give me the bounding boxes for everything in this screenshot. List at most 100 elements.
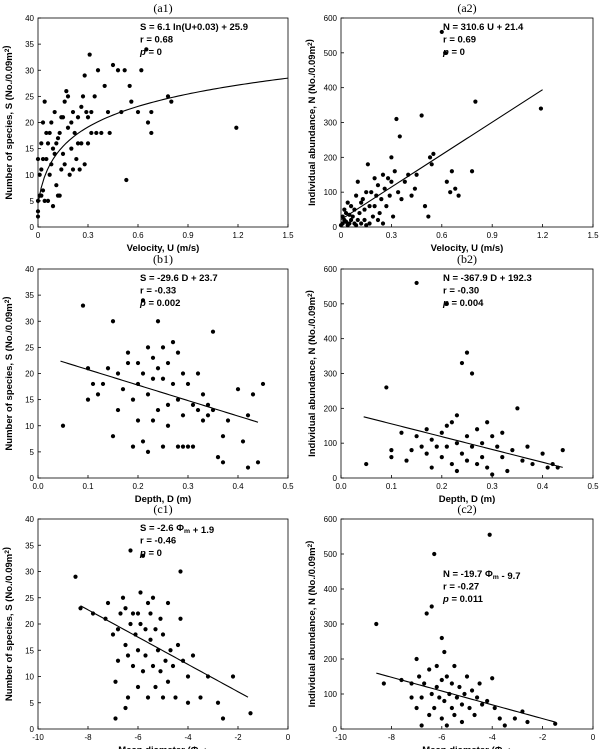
- data-point: [444, 423, 449, 428]
- data-point: [85, 397, 91, 402]
- data-point: [459, 719, 465, 725]
- y-axis-label: Individual abundance, N (No./0.09m2): [304, 39, 318, 206]
- data-point: [354, 193, 359, 198]
- data-point: [389, 455, 394, 460]
- data-point: [160, 695, 166, 700]
- y-tick-label: 0: [333, 725, 338, 734]
- p-value: p = 0.002: [139, 298, 180, 309]
- y-tick-label: 300: [324, 119, 338, 128]
- data-point: [540, 451, 545, 456]
- data-point: [444, 674, 449, 679]
- data-point: [449, 461, 454, 467]
- data-point: [144, 47, 149, 52]
- y-tick-label: 300: [324, 370, 338, 379]
- data-point: [85, 141, 91, 146]
- data-point: [553, 721, 558, 726]
- data-point: [449, 681, 454, 686]
- data-point: [429, 465, 434, 470]
- y-tick-label: 100: [324, 439, 338, 448]
- x-tick-label: 0.2: [132, 482, 144, 491]
- data-point: [422, 204, 428, 209]
- x-tick-label: 1.5: [587, 231, 599, 240]
- data-point: [372, 176, 377, 181]
- y-tick-label: 30: [25, 317, 34, 326]
- data-point: [185, 674, 191, 679]
- data-point: [139, 68, 144, 73]
- data-point: [155, 366, 161, 371]
- data-point: [123, 705, 128, 711]
- data-point: [409, 193, 414, 198]
- data-point: [340, 214, 345, 219]
- data-point: [457, 684, 462, 690]
- data-point: [382, 186, 387, 191]
- x-tick-label: 0: [36, 231, 41, 240]
- data-point: [65, 125, 71, 130]
- y-tick-label: 100: [324, 188, 338, 197]
- panel-a1: (a1) 0 0.3 0.6 0.9 1.2 1.5 0 5 10 15 20 25 30 35 40 Velo…: [1, 1, 294, 254]
- data-point: [487, 532, 492, 537]
- data-point: [153, 684, 158, 690]
- data-point: [437, 695, 442, 700]
- data-point: [165, 402, 171, 407]
- data-point: [123, 606, 128, 611]
- data-point: [424, 451, 429, 456]
- data-point: [387, 193, 392, 198]
- data-point: [357, 210, 362, 216]
- x-tick-label: 1.5: [282, 231, 294, 240]
- x-tick-label: 0.1: [82, 482, 94, 491]
- data-point: [113, 679, 118, 684]
- data-point: [417, 674, 422, 679]
- data-point: [62, 99, 67, 104]
- data-point: [185, 444, 191, 449]
- data-point: [235, 387, 241, 392]
- data-point: [143, 653, 148, 658]
- data-point: [454, 413, 460, 418]
- data-point: [359, 200, 364, 205]
- x-tick-label: 0: [286, 733, 291, 742]
- data-point: [454, 441, 460, 446]
- y-tick-label: 40: [25, 14, 34, 23]
- data-point: [369, 190, 374, 195]
- data-point: [406, 172, 411, 177]
- data-point: [54, 141, 59, 146]
- data-point: [165, 94, 171, 99]
- data-point: [490, 676, 495, 681]
- data-point: [399, 677, 404, 683]
- data-point: [449, 705, 454, 711]
- panel-b1: (b1) 0.0 0.1 0.2 0.3 0.4 0.5 0 5 10 15 20 25 30 35 40 De…: [1, 252, 294, 505]
- correlation-r: r = 0.69: [443, 35, 476, 46]
- data-point: [64, 89, 69, 94]
- p-value: p = 0: [139, 47, 162, 58]
- data-point: [439, 455, 444, 460]
- data-point: [92, 94, 97, 99]
- data-point: [118, 611, 123, 616]
- x-tick-label: -8: [84, 733, 92, 742]
- data-point: [427, 667, 432, 672]
- data-point: [345, 200, 350, 205]
- data-point: [163, 658, 168, 663]
- data-point: [474, 461, 480, 467]
- data-point: [520, 458, 525, 463]
- y-tick-label: 200: [324, 655, 338, 664]
- data-point: [480, 455, 485, 460]
- data-point: [414, 656, 419, 662]
- data-point: [220, 434, 226, 439]
- x-axis-label: Mean diameter (Φm): [422, 745, 511, 749]
- data-point: [170, 663, 176, 669]
- data-point: [485, 698, 490, 704]
- y-tick-label: 0: [30, 725, 35, 734]
- data-point: [155, 407, 161, 413]
- x-tick-label: 0.6: [132, 231, 144, 240]
- data-point: [374, 621, 379, 627]
- y-axis-label: Individual abundance, N (No./0.09m2): [304, 541, 318, 708]
- data-point: [50, 204, 56, 209]
- data-point: [169, 99, 174, 104]
- data-point: [35, 198, 41, 203]
- data-point: [127, 83, 132, 89]
- data-point: [375, 217, 381, 223]
- y-tick-label: 400: [324, 84, 338, 93]
- y-tick-label: 600: [324, 515, 338, 524]
- data-point: [103, 616, 108, 621]
- data-point: [67, 172, 72, 177]
- x-tick-label: 0.5: [587, 482, 599, 491]
